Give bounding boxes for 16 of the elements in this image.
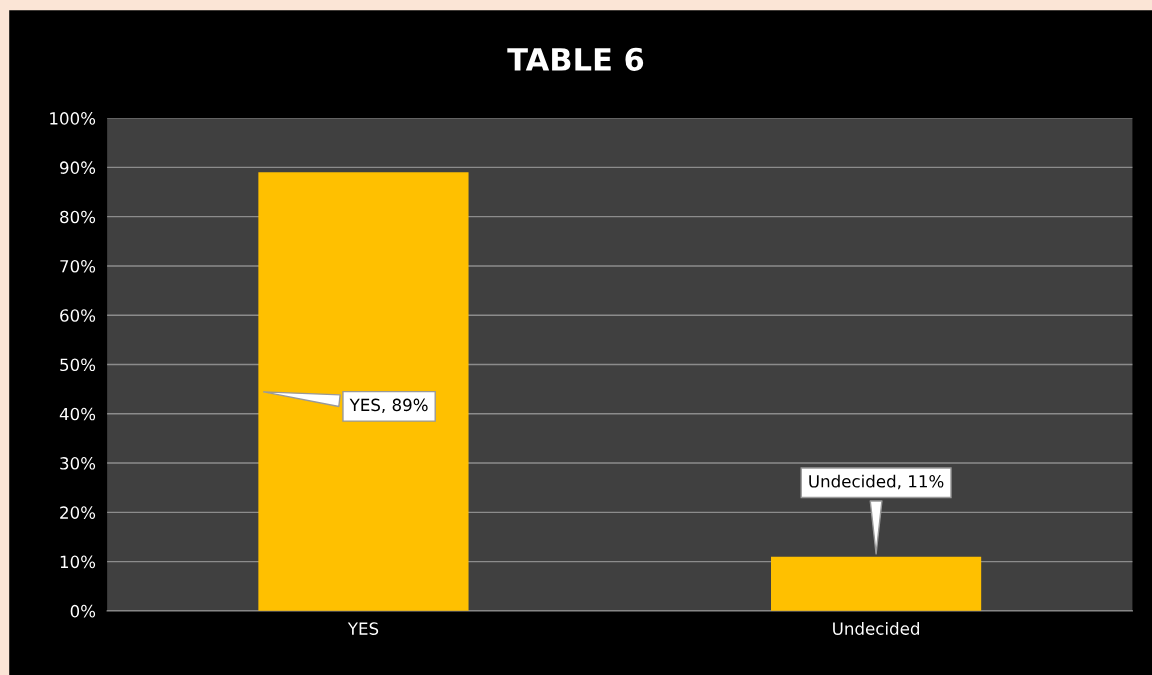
y-tick-label: 10%: [60, 555, 96, 569]
y-tick-label: 80%: [60, 210, 96, 224]
y-tick-label: 70%: [60, 259, 96, 273]
y-tick-label: 0%: [70, 604, 96, 618]
x-tick-label: YES: [347, 622, 379, 635]
y-tick-label: 50%: [60, 358, 96, 372]
data-label: YES, 89%: [349, 398, 428, 413]
data-label: Undecided, 11%: [809, 474, 944, 490]
y-tick-label: 20%: [60, 506, 96, 519]
x-tick-label: Undecided: [833, 621, 919, 635]
y-tick-label: 60%: [60, 309, 96, 322]
y-tick-label: 90%: [60, 161, 96, 174]
chart-title: TABLE 6: [507, 47, 644, 71]
y-tick-label: 30%: [60, 457, 96, 470]
y-tick-label: 100%: [50, 112, 96, 125]
y-tick-label: 40%: [59, 407, 96, 421]
